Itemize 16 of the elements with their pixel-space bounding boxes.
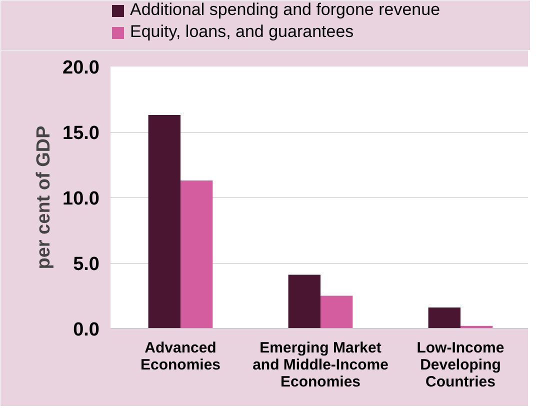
y-axis-title: per cent of GDP xyxy=(34,125,55,270)
bar xyxy=(320,296,353,328)
x-tick-label: Advanced Economies xyxy=(140,340,221,374)
legend-label: Equity, loans, and guarantees xyxy=(130,22,354,42)
legend-label: Additional spending and forgone revenue xyxy=(130,0,440,20)
y-tick-label: 20.0 xyxy=(62,58,100,78)
x-tick-label: Emerging Market and Middle-Income Economies xyxy=(252,340,388,390)
x-tick-label: Low-Income Developing Countries xyxy=(416,340,504,390)
y-tick-label: 15.0 xyxy=(62,123,100,144)
bar xyxy=(428,308,460,328)
bar xyxy=(148,114,180,328)
bar xyxy=(180,180,213,328)
y-tick-label: 10.0 xyxy=(62,188,100,210)
bar xyxy=(288,274,320,328)
y-tick-label: 5.0 xyxy=(73,254,100,275)
y-tick-label: 0.0 xyxy=(73,320,100,340)
